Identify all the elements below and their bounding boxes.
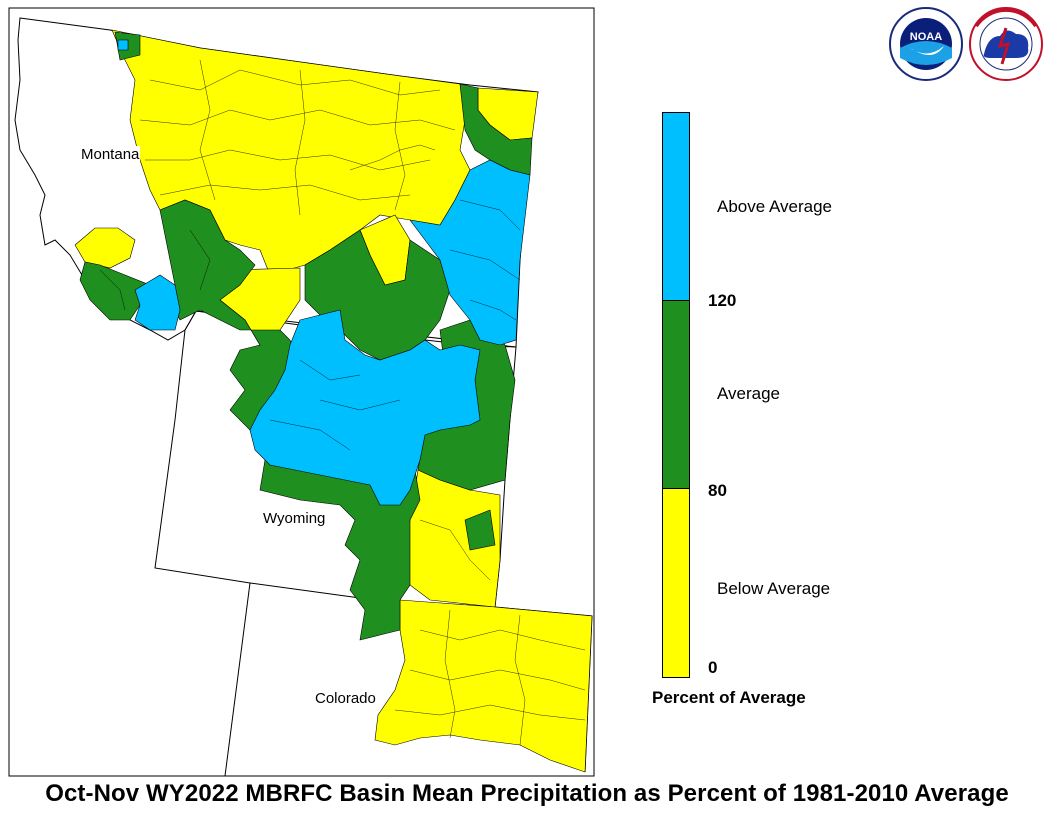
wyoming-label: Wyoming xyxy=(262,510,327,527)
legend-swatch-below xyxy=(662,488,690,678)
agency-logos: NOAA xyxy=(888,6,1048,86)
legend-swatch-above xyxy=(662,112,690,302)
noaa-text: NOAA xyxy=(910,31,942,43)
page-title: Oct-Nov WY2022 MBRFC Basin Mean Precipit… xyxy=(45,780,1009,807)
colorado-west-line xyxy=(224,582,251,777)
legend-label-average: Average xyxy=(717,384,781,403)
legend-swatch-average xyxy=(662,300,690,490)
legend: Above Average Average Below Average 120 … xyxy=(650,110,910,720)
below-average-basins xyxy=(74,29,593,773)
nws-logo xyxy=(969,7,1043,81)
montana-label: Montana xyxy=(80,146,141,163)
above-average-basins xyxy=(117,39,531,506)
legend-label-below: Below Average xyxy=(717,579,831,598)
legend-title: Percent of Average xyxy=(652,688,806,707)
legend-tick-0: 0 xyxy=(708,658,718,677)
map-panel: Montana Wyoming Colorado xyxy=(8,7,595,777)
legend-tick-120: 120 xyxy=(708,291,737,310)
noaa-logo: NOAA xyxy=(889,7,963,81)
legend-tick-80: 80 xyxy=(708,481,727,500)
basin-lines xyxy=(99,59,586,746)
legend-label-above: Above Average xyxy=(717,197,832,216)
colorado-label: Colorado xyxy=(314,690,377,707)
